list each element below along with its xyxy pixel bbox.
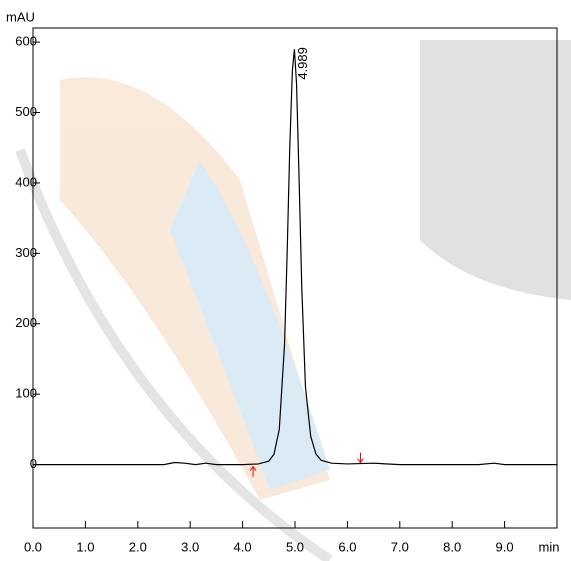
y-tick-label: 200 xyxy=(15,315,37,330)
x-tick-label: 2.0 xyxy=(129,539,147,554)
y-tick-label: 100 xyxy=(15,386,37,401)
y-tick-label: 500 xyxy=(15,104,37,119)
y-axis-label: mAU xyxy=(6,9,35,24)
x-tick-label: 1.0 xyxy=(76,539,94,554)
x-tick-label: 3.0 xyxy=(181,539,199,554)
trace-line xyxy=(33,49,557,466)
x-tick-label: 4.0 xyxy=(234,539,252,554)
x-tick-label: 8.0 xyxy=(443,539,461,554)
y-tick-label: 0 xyxy=(30,456,37,471)
y-tick-label: 600 xyxy=(15,34,37,49)
baseline-marker xyxy=(249,465,257,477)
x-tick-label: 7.0 xyxy=(391,539,409,554)
x-tick-label: 0.0 xyxy=(24,539,42,554)
x-tick-label: 9.0 xyxy=(496,539,514,554)
y-tick-label: 300 xyxy=(15,245,37,260)
peak-label: 4.989 xyxy=(295,47,310,80)
x-tick-label: 5.0 xyxy=(286,539,304,554)
x-tick-label: 6.0 xyxy=(338,539,356,554)
x-axis-label: min xyxy=(539,539,560,554)
background-watermark xyxy=(15,40,571,561)
baseline-marker xyxy=(357,452,364,464)
y-tick-label: 400 xyxy=(15,174,37,189)
